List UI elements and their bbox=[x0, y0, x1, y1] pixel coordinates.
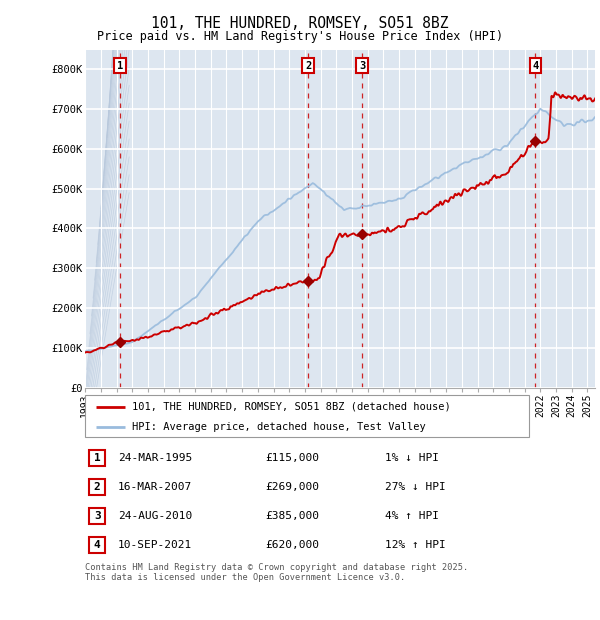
FancyBboxPatch shape bbox=[89, 538, 106, 553]
Text: 3: 3 bbox=[94, 511, 101, 521]
Text: 2: 2 bbox=[305, 61, 311, 71]
Text: 1: 1 bbox=[117, 61, 123, 71]
Text: 3: 3 bbox=[359, 61, 365, 71]
Text: 10-SEP-2021: 10-SEP-2021 bbox=[118, 540, 193, 551]
Text: 24-MAR-1995: 24-MAR-1995 bbox=[118, 453, 193, 463]
Text: £385,000: £385,000 bbox=[265, 511, 319, 521]
Text: £620,000: £620,000 bbox=[265, 540, 319, 551]
Text: £115,000: £115,000 bbox=[265, 453, 319, 463]
Text: HPI: Average price, detached house, Test Valley: HPI: Average price, detached house, Test… bbox=[132, 422, 425, 432]
Text: 1: 1 bbox=[94, 453, 101, 463]
FancyBboxPatch shape bbox=[89, 450, 106, 466]
Text: Contains HM Land Registry data © Crown copyright and database right 2025.
This d: Contains HM Land Registry data © Crown c… bbox=[85, 563, 469, 582]
Text: 101, THE HUNDRED, ROMSEY, SO51 8BZ (detached house): 101, THE HUNDRED, ROMSEY, SO51 8BZ (deta… bbox=[132, 402, 451, 412]
Text: 4% ↑ HPI: 4% ↑ HPI bbox=[385, 511, 439, 521]
Text: 24-AUG-2010: 24-AUG-2010 bbox=[118, 511, 193, 521]
Text: 1% ↓ HPI: 1% ↓ HPI bbox=[385, 453, 439, 463]
FancyBboxPatch shape bbox=[89, 479, 106, 495]
Text: 12% ↑ HPI: 12% ↑ HPI bbox=[385, 540, 446, 551]
Text: 2: 2 bbox=[94, 482, 101, 492]
FancyBboxPatch shape bbox=[85, 395, 529, 437]
Text: Price paid vs. HM Land Registry's House Price Index (HPI): Price paid vs. HM Land Registry's House … bbox=[97, 30, 503, 43]
Text: 4: 4 bbox=[532, 61, 539, 71]
Text: 16-MAR-2007: 16-MAR-2007 bbox=[118, 482, 193, 492]
Text: 27% ↓ HPI: 27% ↓ HPI bbox=[385, 482, 446, 492]
Text: £269,000: £269,000 bbox=[265, 482, 319, 492]
FancyBboxPatch shape bbox=[89, 508, 106, 524]
Text: 4: 4 bbox=[94, 540, 101, 551]
Text: 101, THE HUNDRED, ROMSEY, SO51 8BZ: 101, THE HUNDRED, ROMSEY, SO51 8BZ bbox=[151, 16, 449, 30]
